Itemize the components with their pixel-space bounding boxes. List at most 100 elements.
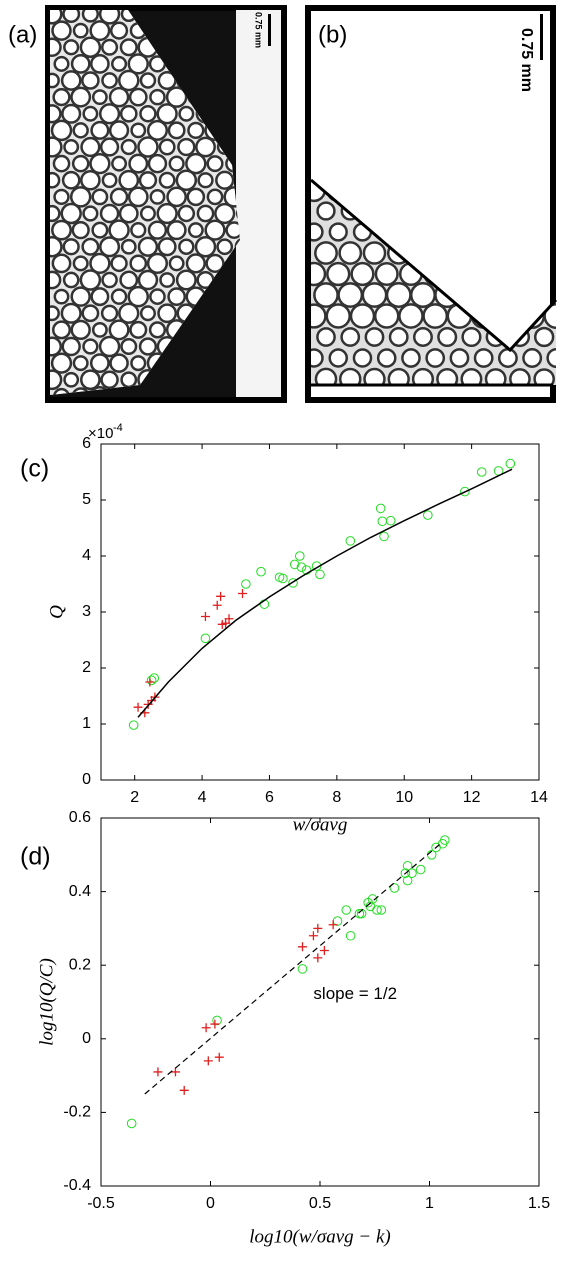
bubble	[352, 348, 373, 368]
bubble	[362, 241, 387, 265]
bubble	[139, 72, 157, 89]
bubble	[119, 104, 138, 123]
x-tick-label: 0	[206, 1195, 215, 1212]
bubble	[70, 319, 91, 341]
bubble	[50, 10, 63, 25]
bubble	[461, 326, 482, 348]
bubble	[81, 10, 100, 23]
bubble	[101, 38, 119, 56]
bubble	[99, 137, 120, 157]
bubble	[168, 255, 185, 272]
bubble	[328, 348, 348, 368]
bubble	[53, 188, 70, 206]
bubble	[82, 105, 99, 122]
bubble	[187, 121, 205, 140]
bubble	[185, 152, 207, 175]
bubble	[60, 302, 82, 324]
bubble	[139, 305, 156, 322]
bubble	[63, 371, 80, 388]
data-point	[345, 930, 356, 941]
data-point	[126, 1118, 137, 1129]
bubble	[89, 152, 111, 175]
bubble	[425, 348, 446, 368]
plot-frame	[100, 443, 540, 781]
data-point	[278, 573, 288, 584]
bubble	[195, 136, 216, 158]
bubble	[349, 303, 376, 329]
x-axis-label: w/σavg	[293, 814, 348, 835]
bubble	[158, 138, 176, 156]
bubble	[99, 236, 121, 258]
x-tick-label: 2	[130, 789, 139, 806]
bubble	[361, 282, 388, 308]
bubble	[80, 136, 101, 158]
data-point	[372, 905, 382, 915]
bubble	[473, 348, 494, 368]
bubble	[82, 205, 99, 222]
data-point	[345, 536, 356, 546]
bubble	[82, 338, 99, 355]
bubble	[149, 88, 166, 106]
bubble	[80, 169, 101, 191]
bubble	[186, 187, 206, 207]
y-tick-label: 1	[82, 715, 91, 732]
bubble	[337, 282, 364, 308]
bubble	[81, 304, 100, 323]
bubble	[120, 238, 137, 255]
bubble	[167, 121, 186, 140]
bubble	[314, 241, 338, 265]
bubble	[149, 288, 166, 305]
bubble	[543, 302, 556, 330]
data-point	[476, 467, 487, 477]
x-tick-label: 4	[198, 789, 207, 806]
data-point	[505, 458, 516, 469]
bubble	[120, 138, 137, 156]
bubble	[311, 222, 324, 242]
bubble	[311, 303, 327, 329]
y-tick-label: 4	[82, 547, 91, 564]
bubble	[156, 202, 178, 225]
y-tick-label: -0.4	[63, 1177, 91, 1194]
bubble	[70, 54, 91, 74]
bubble	[194, 236, 217, 258]
bubble	[108, 86, 130, 108]
bubble	[206, 188, 224, 206]
bubble	[70, 86, 92, 108]
data-point	[328, 920, 338, 930]
bubble	[187, 222, 204, 239]
bubble	[159, 272, 176, 288]
bubble	[50, 104, 62, 124]
bubble	[100, 304, 119, 322]
bubble	[98, 103, 121, 125]
bubble	[111, 155, 128, 172]
bubble	[110, 288, 128, 305]
bubble	[364, 327, 385, 347]
bubble	[216, 238, 234, 256]
bubble	[398, 303, 424, 329]
bubble	[127, 285, 150, 308]
data-point	[288, 578, 298, 588]
bubble	[70, 286, 91, 307]
bubble	[53, 288, 70, 305]
data-point	[216, 591, 226, 601]
bubble	[89, 252, 111, 275]
bubble	[111, 55, 128, 72]
bubble	[62, 271, 80, 289]
data-point	[212, 600, 222, 610]
data-point	[210, 1019, 220, 1029]
data-point	[201, 1023, 211, 1033]
bubble	[313, 282, 339, 308]
x-axis-label: log10(w/σavg − k)	[249, 1226, 390, 1247]
bubble	[50, 37, 62, 57]
bubble	[90, 120, 110, 140]
bubble	[52, 154, 71, 173]
bubble	[53, 387, 70, 395]
data-point	[385, 515, 396, 526]
panel-label: (d)	[20, 843, 51, 871]
bubble	[90, 54, 110, 74]
bubble	[91, 221, 109, 239]
data-point	[224, 614, 234, 624]
x-tick-label: 1.5	[528, 1195, 550, 1212]
panel-a: 0.75 mm	[45, 5, 287, 403]
bubble	[175, 169, 198, 191]
